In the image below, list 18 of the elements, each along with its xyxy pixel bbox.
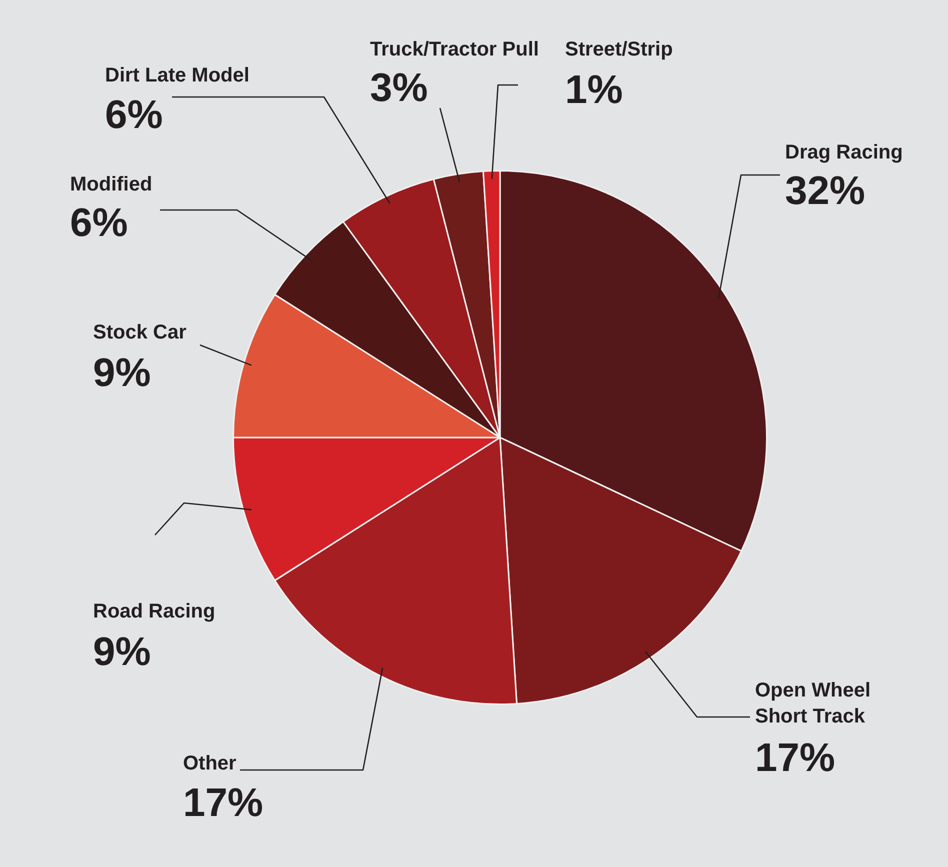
data-label: 17% — [183, 781, 264, 826]
slice-label: Truck/Tractor Pull — [370, 38, 539, 61]
slice-label: Other — [183, 752, 237, 775]
data-label: 32% — [785, 169, 866, 214]
data-label: 9% — [93, 630, 151, 674]
data-label: 9% — [93, 351, 151, 396]
data-label: 6% — [105, 93, 163, 138]
slice-label: Stock Car — [93, 322, 187, 344]
data-label: 1% — [565, 68, 623, 112]
slice-label: Drag Racing — [785, 142, 903, 164]
slice-label: Road Racing — [93, 600, 216, 623]
slice-label: Open Wheel Short Track — [755, 680, 871, 728]
data-label: 17% — [755, 736, 836, 780]
slice-label: Street/Strip — [565, 38, 673, 61]
data-label: 3% — [370, 66, 428, 110]
slice-label: Modified — [70, 174, 152, 196]
data-label: 6% — [70, 201, 128, 246]
slice-label: Dirt Late Model — [105, 64, 250, 87]
